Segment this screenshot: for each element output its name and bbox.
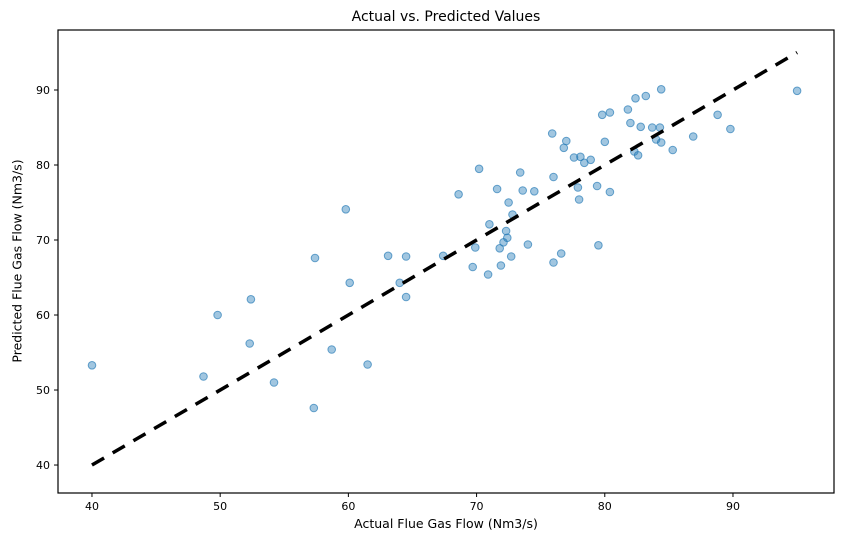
scatter-point: [474, 164, 484, 174]
scatter-point: [496, 261, 506, 270]
scatter-point: [468, 262, 478, 272]
x-tick-label: 40: [85, 500, 99, 513]
scatter-point: [345, 278, 355, 288]
scatter-point: [792, 86, 802, 96]
scatter-point: [245, 339, 254, 348]
plot-frame: [57, 29, 835, 494]
scatter-point: [592, 181, 602, 191]
scatter-point: [518, 186, 528, 195]
y-tick-label: 80: [36, 159, 50, 172]
scatter-point: [594, 241, 603, 250]
scatter-point: [327, 345, 337, 354]
scatter-point: [605, 187, 615, 197]
scatter-point: [633, 151, 643, 160]
scatter-point: [523, 240, 533, 249]
scatter-point: [87, 361, 97, 370]
scatter-point: [574, 195, 584, 204]
scatter-point: [383, 251, 393, 261]
scatter-point: [647, 123, 657, 132]
y-tick-label: 60: [36, 309, 50, 322]
scatter-point: [623, 105, 633, 114]
scatter-point: [495, 244, 505, 253]
scatter-point: [213, 310, 222, 320]
scatter-point: [515, 168, 525, 177]
y-tick-label: 50: [36, 384, 50, 397]
scatter-point: [504, 198, 513, 207]
scatter-point: [573, 183, 583, 192]
scatter-point: [549, 172, 558, 182]
scatter-point: [713, 110, 722, 120]
scatter-point: [499, 238, 508, 247]
chart-title: Actual vs. Predicted Values: [351, 9, 541, 25]
scatter-point: [576, 152, 585, 162]
scatter-point: [600, 137, 610, 147]
scatter-point: [483, 270, 493, 279]
scatter-point: [530, 187, 539, 196]
scatter-point: [562, 136, 571, 146]
scatter-point: [549, 258, 558, 267]
scatter-point: [401, 252, 411, 261]
x-tick-label: 70: [470, 500, 484, 513]
scatter-point: [363, 360, 372, 369]
scatter-series: [87, 85, 802, 413]
scatter-point: [310, 253, 320, 263]
x-axis-label: Actual Flue Gas Flow (Nm3/s): [354, 516, 538, 531]
scatter-point: [501, 226, 511, 236]
scatter-point: [341, 205, 351, 214]
scatter-point: [246, 295, 256, 304]
scatter-point: [656, 138, 666, 147]
scatter-point: [569, 153, 579, 162]
identity-line: [91, 50, 798, 467]
scatter-point: [597, 110, 607, 120]
scatter-point: [199, 372, 208, 381]
x-tick-label: 60: [341, 500, 355, 513]
scatter-point: [506, 252, 516, 261]
scatter-point: [547, 129, 557, 138]
scatter-point: [605, 108, 615, 117]
x-tick-label: 50: [213, 500, 227, 513]
scatter-point: [631, 94, 640, 103]
x-tick-label: 90: [726, 500, 740, 513]
scatter-point: [471, 243, 480, 252]
scatter-point: [668, 145, 678, 155]
scatter-point: [395, 278, 405, 288]
scatter-point: [656, 85, 666, 94]
scatter-point: [641, 91, 651, 101]
scatter-point: [626, 118, 635, 128]
scatter-point: [586, 155, 596, 165]
scatter-point: [309, 403, 319, 413]
scatter-point: [688, 132, 698, 141]
scatter-point: [269, 378, 279, 387]
y-tick-label: 90: [36, 84, 50, 97]
scatter-point: [485, 220, 494, 229]
scatter-point: [454, 190, 463, 199]
scatter-point: [556, 249, 566, 258]
scatter-point: [636, 122, 646, 132]
scatter-point: [492, 184, 502, 194]
scatter-point: [401, 292, 411, 302]
x-tick-label: 80: [598, 500, 612, 513]
y-tick-label: 70: [36, 234, 50, 247]
y-axis-label-text: Predicted Flue Gas Flow (Nm3/s): [9, 159, 25, 363]
scatter-point: [726, 124, 735, 134]
y-tick-label: 40: [36, 459, 50, 472]
